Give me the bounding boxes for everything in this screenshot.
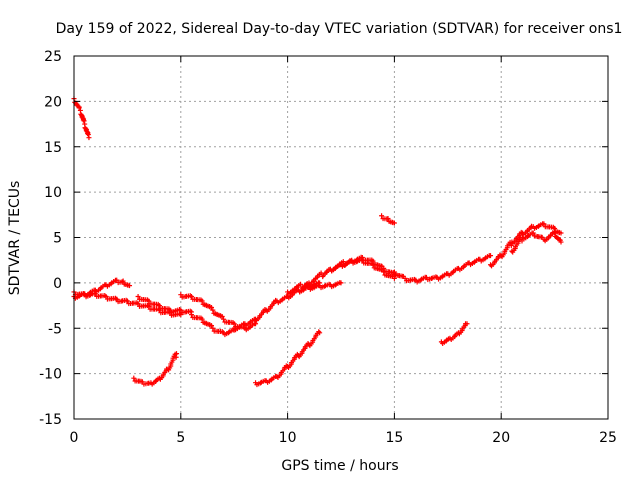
data-point [418,277,424,283]
data-point [135,293,141,299]
y-tick-label: 0 [53,276,62,292]
y-tick-label: -10 [39,367,62,383]
data-point [464,321,470,327]
series-arc-17 [253,329,323,388]
series-arc-10 [295,280,344,295]
series-arc-12 [379,213,397,226]
x-axis-label: GPS time / hours [281,458,398,474]
data-point [209,323,215,329]
data-point [131,375,137,381]
chart-title: Day 159 of 2022, Sidereal Day-to-day VTE… [56,21,623,37]
data-point [530,230,536,236]
data-point [221,316,227,322]
series-arc-14 [488,221,564,269]
data-point [316,329,322,335]
data-point [258,380,264,386]
data-point [188,293,194,299]
series-arc-5 [135,293,194,316]
data-point [391,220,397,226]
series-arc-3 [71,289,120,302]
y-tick-label: 10 [44,185,62,201]
data-point [385,215,391,221]
data-point [558,230,564,236]
data-point [541,221,547,227]
data-point [135,301,141,307]
data-point [199,316,205,322]
data-point [87,292,93,298]
data-point [391,275,397,281]
x-tick-label: 10 [279,430,297,446]
data-point [210,307,216,313]
data-point [209,304,215,310]
data-point [317,330,323,336]
data-point [300,287,306,293]
data-point [210,325,216,331]
series-arc-16 [131,351,180,387]
data-point [219,314,225,320]
data-point [85,132,91,138]
data-point [359,257,365,263]
data-point [552,230,558,236]
data-point [381,269,387,275]
data-point [85,131,91,137]
y-tick-label: 20 [44,94,62,110]
data-points [71,96,564,388]
data-point [199,298,205,304]
data-point [535,224,541,230]
y-tick-label: 25 [44,49,62,65]
data-point [146,298,152,304]
data-point [354,259,360,265]
data-point [340,259,346,265]
data-point [391,269,397,275]
data-point [322,283,328,289]
data-point [552,225,558,231]
data-point [92,291,98,297]
data-point [174,351,180,357]
series-arc-11 [327,257,397,281]
series-arc-4 [114,296,184,318]
y-tick-label: -15 [39,412,62,428]
series-arc-13 [391,253,494,285]
data-point [226,330,232,336]
series-arc-18 [438,321,470,346]
data-point [127,283,133,289]
data-point [231,321,237,327]
data-point [80,117,86,123]
data-point [76,105,82,111]
data-point [124,298,130,304]
x-tick-label: 5 [176,430,185,446]
data-point [156,375,162,381]
data-point [156,303,162,309]
data-point [298,281,304,287]
data-point [86,135,92,141]
y-axis-label: SDTVAR / TECUs [7,181,23,296]
ticks: 0 5 10 15 20 25 -15 -10 -5 0 5 10 15 20 25 [39,49,617,446]
x-tick-label: 15 [385,430,403,446]
y-tick-label: 5 [53,231,62,247]
data-point [338,280,344,286]
x-tick-label: 20 [492,430,510,446]
data-point [332,282,338,288]
series-arc-15 [509,230,564,255]
data-point [311,285,317,291]
data-point [306,342,312,348]
data-point [188,312,194,318]
data-point [488,253,494,259]
y-tick-label: -5 [48,321,62,337]
data-point [146,303,152,309]
data-point [103,293,109,299]
data-point [253,321,259,327]
data-point [370,262,376,268]
x-tick-label: 0 [70,430,79,446]
data-point [379,213,385,219]
data-point [120,278,126,284]
data-point [81,118,87,124]
data-point [558,239,564,245]
data-point [455,330,461,336]
x-tick-label: 25 [599,430,617,446]
y-tick-label: 15 [44,140,62,156]
